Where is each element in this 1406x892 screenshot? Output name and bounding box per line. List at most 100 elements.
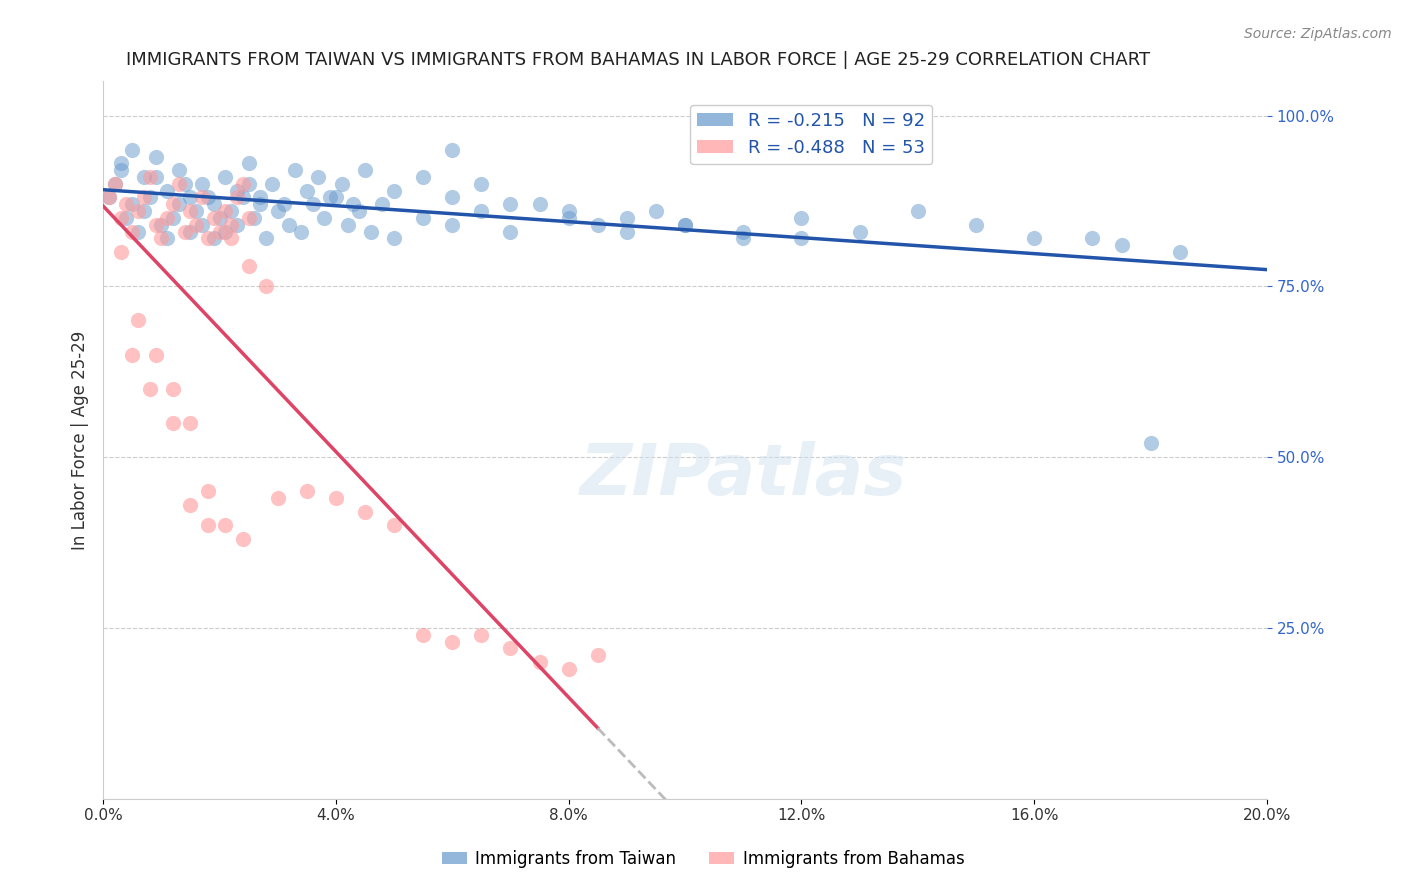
Immigrants from Bahamas <box>226 190 249 204</box>
Immigrants from Taiwan <box>412 169 434 184</box>
Immigrants from Taiwan <box>121 143 143 157</box>
Immigrants from Taiwan <box>673 218 696 232</box>
Immigrants from Taiwan <box>301 197 323 211</box>
Immigrants from Taiwan <box>132 169 155 184</box>
Immigrants from Taiwan <box>145 169 167 184</box>
Immigrants from Taiwan <box>186 204 208 219</box>
Immigrants from Taiwan <box>226 184 249 198</box>
Immigrants from Taiwan <box>412 211 434 225</box>
Immigrants from Taiwan <box>371 197 394 211</box>
Immigrants from Taiwan <box>115 211 138 225</box>
Immigrants from Taiwan <box>267 204 290 219</box>
Immigrants from Taiwan <box>150 218 173 232</box>
Immigrants from Bahamas <box>121 348 143 362</box>
Immigrants from Taiwan <box>354 163 377 178</box>
Immigrants from Taiwan <box>499 197 522 211</box>
Immigrants from Bahamas <box>132 190 155 204</box>
Immigrants from Bahamas <box>499 641 522 656</box>
Immigrants from Bahamas <box>138 382 160 396</box>
Immigrants from Bahamas <box>145 348 167 362</box>
Immigrants from Bahamas <box>238 211 260 225</box>
Immigrants from Taiwan <box>529 197 551 211</box>
Immigrants from Taiwan <box>132 204 155 219</box>
Immigrants from Taiwan <box>138 190 160 204</box>
Immigrants from Taiwan <box>673 218 696 232</box>
Immigrants from Taiwan <box>219 204 242 219</box>
Immigrants from Bahamas <box>162 197 184 211</box>
Immigrants from Taiwan <box>733 225 755 239</box>
Immigrants from Bahamas <box>150 231 173 245</box>
Immigrants from Bahamas <box>295 484 318 499</box>
Immigrants from Taiwan <box>790 231 813 245</box>
Immigrants from Bahamas <box>110 211 132 225</box>
Immigrants from Taiwan <box>156 231 179 245</box>
Legend: Immigrants from Taiwan, Immigrants from Bahamas: Immigrants from Taiwan, Immigrants from … <box>434 844 972 875</box>
Immigrants from Taiwan <box>243 211 266 225</box>
Immigrants from Bahamas <box>127 313 149 327</box>
Immigrants from Bahamas <box>354 505 377 519</box>
Immigrants from Taiwan <box>347 204 370 219</box>
Immigrants from Bahamas <box>232 177 254 191</box>
Immigrants from Taiwan <box>145 149 167 163</box>
Immigrants from Taiwan <box>360 225 382 239</box>
Immigrants from Taiwan <box>214 225 236 239</box>
Y-axis label: In Labor Force | Age 25-29: In Labor Force | Age 25-29 <box>72 330 89 549</box>
Immigrants from Taiwan <box>586 218 609 232</box>
Immigrants from Bahamas <box>138 169 160 184</box>
Immigrants from Taiwan <box>167 163 190 178</box>
Text: Source: ZipAtlas.com: Source: ZipAtlas.com <box>1244 27 1392 41</box>
Immigrants from Bahamas <box>173 225 195 239</box>
Immigrants from Bahamas <box>214 204 236 219</box>
Immigrants from Taiwan <box>319 190 342 204</box>
Immigrants from Taiwan <box>254 231 277 245</box>
Immigrants from Taiwan <box>1024 231 1046 245</box>
Immigrants from Taiwan <box>470 177 492 191</box>
Immigrants from Taiwan <box>273 197 295 211</box>
Immigrants from Taiwan <box>307 169 329 184</box>
Immigrants from Taiwan <box>278 218 301 232</box>
Immigrants from Taiwan <box>156 184 179 198</box>
Immigrants from Bahamas <box>214 518 236 533</box>
Immigrants from Taiwan <box>616 211 638 225</box>
Immigrants from Bahamas <box>191 190 214 204</box>
Immigrants from Taiwan <box>325 190 347 204</box>
Immigrants from Taiwan <box>191 177 214 191</box>
Immigrants from Bahamas <box>219 218 242 232</box>
Immigrants from Bahamas <box>238 259 260 273</box>
Immigrants from Bahamas <box>197 518 219 533</box>
Immigrants from Bahamas <box>110 245 132 260</box>
Immigrants from Taiwan <box>441 218 464 232</box>
Immigrants from Taiwan <box>342 197 364 211</box>
Immigrants from Taiwan <box>645 204 668 219</box>
Immigrants from Bahamas <box>145 218 167 232</box>
Immigrants from Bahamas <box>232 532 254 546</box>
Immigrants from Taiwan <box>1139 436 1161 450</box>
Immigrants from Taiwan <box>790 211 813 225</box>
Immigrants from Bahamas <box>156 211 179 225</box>
Immigrants from Bahamas <box>104 177 127 191</box>
Immigrants from Taiwan <box>382 231 405 245</box>
Immigrants from Taiwan <box>616 225 638 239</box>
Immigrants from Taiwan <box>191 218 214 232</box>
Immigrants from Taiwan <box>965 218 987 232</box>
Immigrants from Taiwan <box>314 211 336 225</box>
Immigrants from Taiwan <box>1111 238 1133 252</box>
Immigrants from Taiwan <box>197 190 219 204</box>
Immigrants from Bahamas <box>267 491 290 505</box>
Legend: R = -0.215   N = 92, R = -0.488   N = 53: R = -0.215 N = 92, R = -0.488 N = 53 <box>690 104 932 164</box>
Immigrants from Taiwan <box>167 197 190 211</box>
Immigrants from Taiwan <box>97 190 120 204</box>
Immigrants from Taiwan <box>336 218 359 232</box>
Immigrants from Bahamas <box>470 628 492 642</box>
Immigrants from Taiwan <box>260 177 283 191</box>
Immigrants from Taiwan <box>110 163 132 178</box>
Immigrants from Taiwan <box>208 211 231 225</box>
Immigrants from Taiwan <box>1168 245 1191 260</box>
Immigrants from Bahamas <box>586 648 609 663</box>
Text: IMMIGRANTS FROM TAIWAN VS IMMIGRANTS FROM BAHAMAS IN LABOR FORCE | AGE 25-29 COR: IMMIGRANTS FROM TAIWAN VS IMMIGRANTS FRO… <box>127 51 1150 69</box>
Immigrants from Taiwan <box>104 177 127 191</box>
Immigrants from Bahamas <box>557 662 579 676</box>
Immigrants from Taiwan <box>557 211 579 225</box>
Immigrants from Taiwan <box>238 156 260 170</box>
Immigrants from Taiwan <box>173 177 195 191</box>
